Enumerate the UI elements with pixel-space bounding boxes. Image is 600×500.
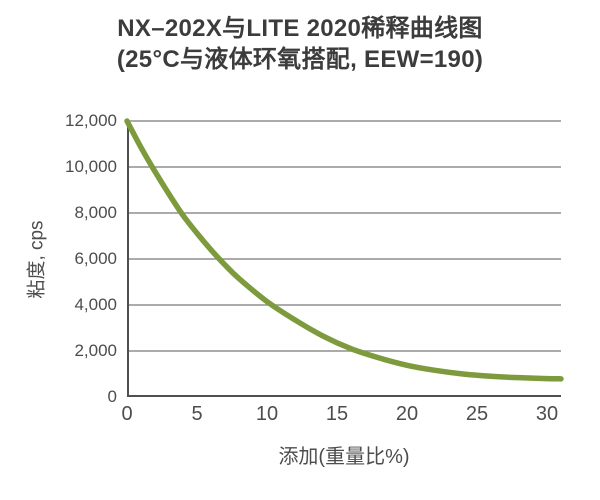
x-tick-label: 10 <box>255 403 279 425</box>
x-tick-label: 5 <box>191 403 203 425</box>
y-tick-label: 10,000 <box>65 157 117 176</box>
x-tick-label: 0 <box>121 403 133 425</box>
x-tick-label: 15 <box>325 403 349 425</box>
x-tick-label: 20 <box>395 403 419 425</box>
x-tick-label: 30 <box>535 403 559 425</box>
x-tick-label: 25 <box>465 403 489 425</box>
y-tick-label: 12,000 <box>65 111 117 130</box>
y-tick-labels: 0 2,000 4,000 6,000 8,000 10,000 12,000 <box>30 111 117 406</box>
y-tick-label: 2,000 <box>74 341 117 360</box>
dilution-curve <box>124 118 564 382</box>
chart-title: NX–202X与LITE 2020稀释曲线图 (25°C与液体环氧搭配, EEW… <box>0 13 600 75</box>
chart-canvas <box>124 118 564 397</box>
x-axis-title: 添加(重量比%) <box>278 446 410 468</box>
chart-title-line2: (25°C与液体环氧搭配, EEW=190) <box>116 46 484 73</box>
y-tick-label: 4,000 <box>74 295 117 314</box>
chart-title-line1: NX–202X与LITE 2020稀释曲线图 <box>117 15 483 42</box>
plot-area <box>124 118 564 397</box>
y-tick-label: 6,000 <box>74 249 117 268</box>
y-tick-label: 0 <box>107 387 117 406</box>
x-tick-labels: 0 5 10 15 20 25 30 <box>121 403 561 429</box>
y-tick-label: 8,000 <box>74 203 117 222</box>
